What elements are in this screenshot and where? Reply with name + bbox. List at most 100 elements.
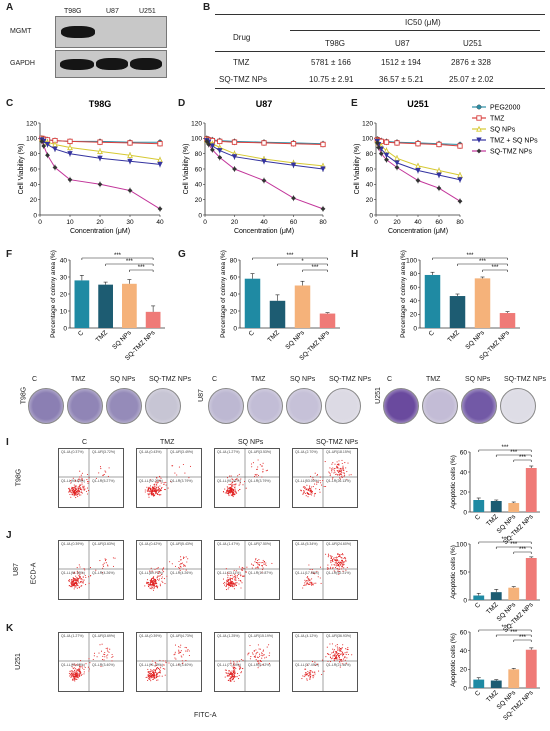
event-dot xyxy=(302,492,304,494)
event-dot xyxy=(255,656,257,658)
sig-label: *** xyxy=(114,253,122,259)
event-dot xyxy=(79,487,81,489)
event-dot xyxy=(256,560,258,562)
event-dot xyxy=(239,482,241,484)
event-dot xyxy=(341,647,343,649)
event-dot xyxy=(74,493,76,495)
event-dot xyxy=(332,648,334,650)
event-dot xyxy=(84,488,86,490)
quadrant-label: Q1-LL(90.64%) xyxy=(61,479,85,483)
event-dot xyxy=(184,565,186,567)
event-dot xyxy=(82,488,84,490)
data-point xyxy=(204,138,210,144)
event-dot xyxy=(72,674,74,676)
event-dot xyxy=(333,557,335,559)
data-point xyxy=(209,147,215,153)
event-dot xyxy=(82,581,84,583)
y-tick-label: 20 xyxy=(195,197,203,204)
event-dot xyxy=(83,486,85,488)
bar-1 xyxy=(490,501,502,512)
event-dot xyxy=(332,567,334,569)
event-dot xyxy=(183,565,185,567)
event-dot xyxy=(336,565,338,567)
event-dot xyxy=(265,562,267,564)
data-point xyxy=(320,166,326,172)
event-dot xyxy=(80,491,83,493)
event-dot xyxy=(339,477,341,479)
event-dot xyxy=(162,668,164,670)
event-dot xyxy=(319,476,321,478)
flow-scatter xyxy=(59,541,123,599)
event-dot xyxy=(312,674,314,676)
chart-title: T98G xyxy=(89,99,112,109)
event-dot xyxy=(79,566,81,568)
event-dot xyxy=(319,480,321,482)
event-dot xyxy=(111,653,113,656)
event-dot xyxy=(332,462,334,464)
event-dot xyxy=(73,484,75,486)
event-dot xyxy=(243,567,245,569)
event-dot xyxy=(106,649,108,651)
event-dot xyxy=(152,678,154,681)
event-dot xyxy=(180,563,182,565)
event-dot xyxy=(224,676,226,678)
event-dot xyxy=(229,584,232,586)
event-dot xyxy=(86,487,88,489)
event-dot xyxy=(187,649,189,651)
event-dot xyxy=(338,648,340,650)
event-dot xyxy=(234,664,236,666)
y-tick-label: 0 xyxy=(463,597,467,604)
event-dot xyxy=(77,578,80,580)
event-dot xyxy=(308,488,311,490)
event-dot xyxy=(229,580,231,582)
category-label: C xyxy=(248,329,256,337)
event-dot xyxy=(311,490,314,493)
event-dot xyxy=(232,582,234,584)
event-dot xyxy=(88,658,90,660)
event-dot xyxy=(306,679,308,681)
cell-tmz-u251: 2876 ± 328 xyxy=(451,58,491,67)
event-dot xyxy=(172,465,174,467)
event-dot xyxy=(155,482,157,484)
event-dot xyxy=(74,494,76,496)
colony-col-label: TMZ xyxy=(251,376,266,383)
event-dot xyxy=(334,653,336,655)
event-dot xyxy=(242,569,244,571)
event-dot xyxy=(342,562,344,564)
event-dot xyxy=(327,553,330,555)
event-dot xyxy=(82,667,84,669)
event-dot xyxy=(77,495,79,498)
event-dot xyxy=(233,583,235,585)
event-dot xyxy=(334,467,336,469)
event-dot xyxy=(73,572,75,574)
y-tick-label: 40 xyxy=(460,648,468,655)
event-dot xyxy=(309,485,311,487)
event-dot xyxy=(101,659,104,661)
event-dot xyxy=(185,556,187,558)
event-dot xyxy=(76,587,78,589)
event-dot xyxy=(334,557,336,559)
quadrant-label: Q1-UL(0.43%) xyxy=(139,450,162,454)
event-dot xyxy=(77,490,79,492)
event-dot xyxy=(75,664,77,666)
data-point xyxy=(157,206,163,212)
event-dot xyxy=(157,481,159,483)
event-dot xyxy=(334,471,336,473)
event-dot xyxy=(233,661,235,663)
event-dot xyxy=(71,670,73,672)
event-dot xyxy=(308,564,310,566)
event-dot xyxy=(76,494,78,496)
event-dot xyxy=(81,472,83,474)
event-dot xyxy=(232,672,234,674)
event-dot xyxy=(256,468,258,470)
event-dot xyxy=(233,492,235,494)
event-dot xyxy=(336,650,338,653)
event-dot xyxy=(76,577,78,579)
colony-row-label: U251 xyxy=(374,387,382,404)
event-dot xyxy=(74,586,76,588)
event-dot xyxy=(81,582,83,584)
event-dot xyxy=(159,487,161,490)
quadrant-label: Q1-UR(4.73%) xyxy=(170,634,194,638)
data-point xyxy=(217,138,223,145)
event-dot xyxy=(261,571,263,573)
